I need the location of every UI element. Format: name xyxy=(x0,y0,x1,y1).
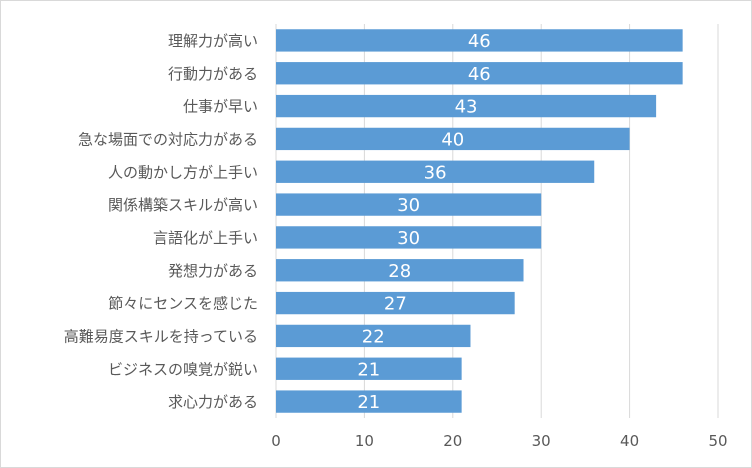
data-label-8: 28 xyxy=(388,261,411,282)
bar-3 xyxy=(276,94,657,118)
category-label-5: 人の動かし方が上手い xyxy=(108,163,258,181)
bar-11 xyxy=(276,357,462,380)
category-label-1: 理解力が高い xyxy=(168,32,258,50)
category-label-9: 節々にセンスを感じた xyxy=(108,295,258,313)
x-tick-label-50: 50 xyxy=(708,432,727,450)
x-axis-tick-labels: 0 10 20 30 40 50 xyxy=(271,432,727,450)
x-tick-label-0: 0 xyxy=(271,432,281,450)
category-label-2: 行動力がある xyxy=(168,65,258,83)
category-label-7: 言語化が上手い xyxy=(153,229,258,247)
x-tick-label-30: 30 xyxy=(532,432,551,450)
category-label-8: 発想力がある xyxy=(168,262,258,280)
data-label-11: 21 xyxy=(357,359,380,380)
data-label-4: 40 xyxy=(441,129,464,150)
bar-1 xyxy=(276,29,683,52)
category-label-12: 求心力がある xyxy=(168,393,258,411)
x-tick-label-20: 20 xyxy=(443,432,462,450)
data-label-10: 22 xyxy=(362,326,385,347)
data-label-2: 46 xyxy=(468,64,491,85)
category-label-10: 高難易度スキルを持っている xyxy=(64,327,258,345)
bar-4 xyxy=(276,127,630,151)
x-tick-label-40: 40 xyxy=(620,432,639,450)
bar-10 xyxy=(276,324,471,348)
category-label-6: 関係構築スキルが高い xyxy=(108,196,258,214)
data-label-9: 27 xyxy=(384,294,407,315)
bar-8 xyxy=(276,259,524,282)
bar-6 xyxy=(276,193,542,216)
category-label-3: 仕事が早い xyxy=(183,98,258,116)
bar-12 xyxy=(276,390,462,413)
bar-2 xyxy=(276,62,683,85)
data-label-6: 30 xyxy=(397,195,420,216)
data-label-7: 30 xyxy=(397,228,420,249)
bar-7 xyxy=(276,226,542,249)
bar-9 xyxy=(276,291,515,315)
data-label-3: 43 xyxy=(455,97,478,118)
bar-5 xyxy=(276,160,595,183)
data-label-1: 46 xyxy=(468,31,491,52)
gridlines xyxy=(275,24,719,418)
category-label-11: ビジネスの嗅覚が鋭い xyxy=(108,360,258,378)
data-label-12: 21 xyxy=(357,392,380,413)
category-label-4: 急な場面での対応力がある xyxy=(78,130,258,148)
category-labels: 理解力が高い行動力がある仕事が早い急な場面での対応力がある人の動かし方が上手い関… xyxy=(64,32,258,411)
x-tick-label-10: 10 xyxy=(355,432,374,450)
data-label-5: 36 xyxy=(424,162,447,183)
